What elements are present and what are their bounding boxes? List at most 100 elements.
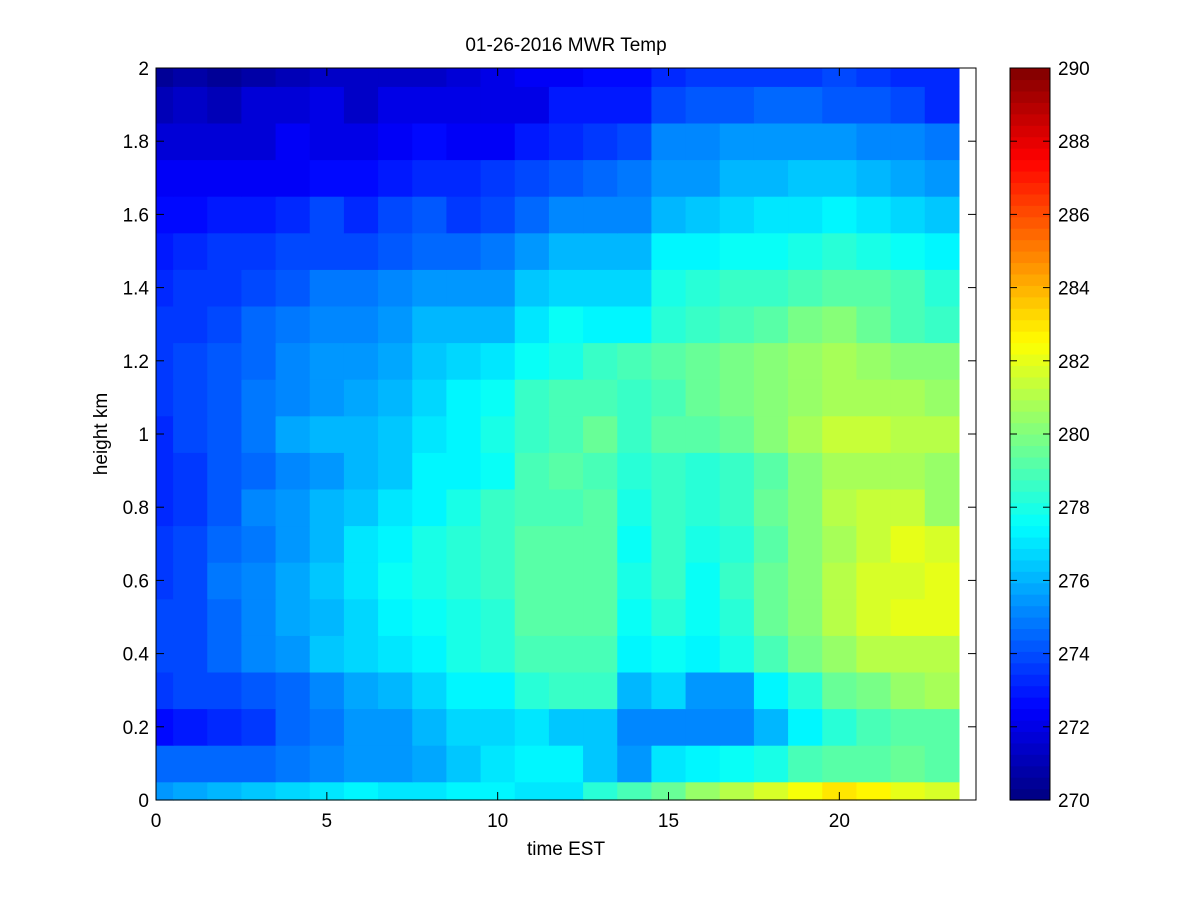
heatmap-cell [890, 232, 926, 270]
heatmap-cell [685, 196, 721, 234]
heatmap-cell [548, 745, 584, 783]
heatmap-cell [207, 708, 243, 746]
heatmap-cell [617, 598, 653, 636]
heatmap-cell [378, 708, 413, 746]
heatmap-cell [890, 86, 926, 124]
heatmap-cell [753, 781, 789, 801]
heatmap-cell [480, 305, 516, 344]
heatmap-cell [617, 525, 653, 563]
colorbar-segment [1010, 353, 1050, 366]
heatmap-cell [719, 671, 755, 710]
heatmap-cell [753, 379, 789, 417]
heatmap-cell [275, 525, 311, 563]
heatmap-cell [156, 342, 174, 380]
y-tick-label: 1.6 [123, 205, 149, 226]
x-tick-label: 20 [829, 811, 850, 832]
heatmap-cell [412, 379, 448, 417]
heatmap-cell [241, 488, 277, 527]
heatmap-cell [343, 635, 379, 673]
colorbar-segment [1010, 434, 1050, 447]
heatmap-cell [275, 68, 311, 87]
heatmap-cell [548, 415, 584, 453]
colorbar-segment [1010, 491, 1050, 504]
heatmap-cell [309, 415, 345, 453]
heatmap-cell [583, 452, 618, 490]
y-tick-label: 1.8 [123, 132, 149, 153]
colorbar-segment [1010, 148, 1050, 161]
heatmap-cell [651, 598, 687, 636]
heatmap-cell [156, 671, 174, 710]
heatmap-cell [719, 159, 755, 197]
heatmap-cell [890, 452, 926, 490]
colorbar-gradient [1010, 68, 1050, 801]
heatmap-cell [685, 781, 721, 801]
heatmap-cell [343, 708, 379, 746]
heatmap-cell [890, 635, 926, 673]
heatmap-cell [173, 159, 208, 197]
heatmap-cell [822, 452, 858, 490]
heatmap-cell [207, 488, 243, 527]
heatmap-cell [617, 86, 653, 124]
heatmap-cell [173, 196, 208, 234]
heatmap-cell [173, 562, 208, 600]
heatmap-cell [275, 781, 311, 801]
heatmap-cell [924, 196, 960, 234]
heatmap-cell [822, 781, 858, 801]
heatmap-cell [156, 379, 174, 417]
heatmap-cell [822, 488, 858, 527]
heatmap-cell [514, 379, 550, 417]
heatmap-cell [156, 745, 174, 783]
heatmap-cell [446, 452, 482, 490]
heatmap-cell [241, 86, 277, 124]
heatmap-cell [822, 305, 858, 344]
heatmap-cell [309, 671, 345, 710]
heatmap-cell [343, 488, 379, 527]
heatmap-cell [924, 342, 960, 380]
heatmap-cell [924, 745, 960, 783]
heatmap-cell [378, 305, 413, 344]
heatmap-cell [583, 232, 618, 270]
heatmap-cell [822, 68, 858, 87]
colorbar-segment [1010, 514, 1050, 527]
heatmap-cell [856, 305, 892, 344]
heatmap-cell [753, 671, 789, 710]
heatmap-cell [156, 488, 174, 527]
heatmap-cell [207, 196, 243, 234]
colorbar-segment [1010, 228, 1050, 241]
heatmap-cell [446, 342, 482, 380]
colorbar-tick-label: 272 [1058, 718, 1090, 739]
heatmap-cell [685, 415, 721, 453]
heatmap-cell [822, 196, 858, 234]
heatmap-cell [378, 122, 413, 161]
heatmap-cell [446, 708, 482, 746]
heatmap-cell [173, 68, 208, 87]
heatmap-cell [343, 68, 379, 87]
heatmap-cell [856, 781, 892, 801]
colorbar-segment [1010, 639, 1050, 652]
colorbar-segment [1010, 525, 1050, 538]
heatmap-cell [890, 122, 926, 161]
heatmap-cell [309, 122, 345, 161]
heatmap-cell [890, 781, 926, 801]
heatmap-cell [514, 86, 550, 124]
heatmap-cell [788, 708, 823, 746]
heatmap-cell [207, 68, 243, 87]
heatmap-cell [480, 488, 516, 527]
heatmap-cell [719, 745, 755, 783]
heatmap-cell [343, 452, 379, 490]
heatmap-cell [548, 598, 584, 636]
heatmap-cell [207, 745, 243, 783]
colorbar-segment [1010, 273, 1050, 286]
heatmap-cell [583, 745, 618, 783]
heatmap-cell [514, 525, 550, 563]
heatmap-cell [617, 196, 653, 234]
heatmap-cell [412, 196, 448, 234]
x-tick-label: 15 [658, 811, 679, 832]
colorbar-segment [1010, 456, 1050, 469]
heatmap-cell [924, 269, 960, 307]
colorbar-segment [1010, 765, 1050, 778]
heatmap-cell [275, 415, 311, 453]
colorbar-tick-label: 282 [1058, 352, 1090, 373]
heatmap-cell [378, 452, 413, 490]
colorbar-segment [1010, 411, 1050, 424]
